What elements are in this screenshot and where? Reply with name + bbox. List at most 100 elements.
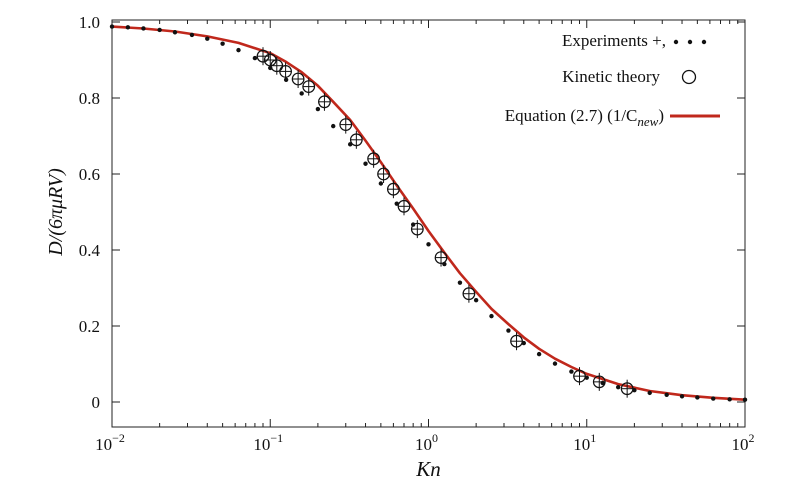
- y-tick-label: 0.4: [79, 241, 101, 260]
- experiment-point: [125, 25, 131, 30]
- experiment-point: [647, 390, 652, 396]
- y-tick-label: 0.6: [79, 165, 100, 184]
- x-tick-exponent: 0: [432, 431, 438, 445]
- kinetic-point: [291, 70, 305, 88]
- x-tick-base: 10: [415, 435, 432, 454]
- kinetic-point: [270, 56, 284, 75]
- x-tick-exponent: 2: [749, 431, 755, 445]
- kinetic-circle: [291, 72, 305, 86]
- experiment-point: [711, 396, 716, 401]
- kinetic-circle: [434, 251, 448, 265]
- x-tick-base: 10: [573, 435, 590, 454]
- experiment-point: [172, 30, 178, 35]
- experiment-point: [331, 123, 336, 129]
- x-tick-label: 102: [732, 431, 755, 454]
- kinetic-point: [573, 367, 586, 386]
- kinetic-circle: [410, 222, 424, 236]
- kinetic-circle: [302, 80, 316, 93]
- kinetic-point: [349, 130, 363, 149]
- kinetic-point: [592, 372, 606, 391]
- experiment-point: [506, 328, 511, 333]
- kinetic-circle: [462, 287, 476, 301]
- experiment-point: [664, 392, 669, 397]
- experiment-point: [109, 24, 115, 29]
- kinetic-circle: [592, 375, 606, 389]
- experiment-point: [157, 27, 162, 33]
- kinetic-circle: [318, 95, 331, 109]
- experiment-point: [205, 36, 210, 41]
- kinetic-circle: [349, 133, 363, 147]
- kinetic-point: [397, 197, 411, 216]
- kinetic-circle: [386, 182, 400, 196]
- x-tick-exponent: −2: [112, 431, 125, 445]
- x-tick-exponent: −1: [270, 431, 283, 445]
- experiment-point: [220, 41, 225, 46]
- kinetic-point: [386, 180, 400, 199]
- kinetic-circle: [397, 199, 411, 213]
- kinetic-circle: [279, 64, 292, 78]
- kinetic-circle: [377, 167, 390, 181]
- legend-label-experiments: Experiments +,: [562, 31, 666, 50]
- x-tick-label: 100: [415, 431, 438, 454]
- legend-equation-subscript: new: [637, 114, 658, 129]
- x-tick-base: 10: [732, 435, 749, 454]
- x-tick-label: 10−1: [253, 431, 283, 454]
- experiment-point: [283, 77, 289, 82]
- kinetic-circle: [620, 382, 634, 396]
- x-tick-label: 101: [573, 431, 596, 454]
- experiment-point: [141, 26, 146, 31]
- kinetic-point: [377, 165, 390, 183]
- experiment-point: [378, 181, 384, 186]
- legend: Experiments +, Kinetic theory Equation (2.…: [505, 31, 720, 129]
- y-tick-label: 0.2: [79, 317, 100, 336]
- legend-equation-main: Equation (2.7) (1/C: [505, 106, 638, 125]
- x-tick-base: 10: [95, 435, 112, 454]
- kinetic-point: [302, 77, 316, 96]
- experiment-point: [727, 397, 732, 402]
- experiment-point: [457, 280, 463, 285]
- kinetic-point: [339, 115, 353, 134]
- y-tick-label: 0.8: [79, 89, 100, 108]
- x-tick-label: 10−2: [95, 431, 125, 454]
- x-axis-label: Kn: [415, 457, 441, 481]
- kinetic-point: [510, 332, 523, 351]
- legend-marker-circle: [681, 69, 697, 85]
- legend-label-kinetic: Kinetic theory: [562, 67, 660, 86]
- experiment-point: [473, 297, 479, 303]
- kinetic-point: [434, 248, 448, 267]
- y-tick-label: 0: [92, 393, 101, 412]
- kinetic-circle: [367, 152, 381, 166]
- experiment-point: [426, 242, 431, 247]
- experiment-point: [536, 351, 542, 357]
- experiment-point: [236, 47, 241, 53]
- y-tick-label: 1.0: [79, 13, 100, 32]
- experiment-point: [363, 161, 368, 166]
- x-tick-base: 10: [253, 435, 270, 454]
- experiment-point: [742, 397, 748, 402]
- experiment-point: [299, 91, 304, 96]
- kinetic-point: [256, 47, 270, 66]
- experiment-point: [489, 313, 494, 319]
- experiment-point: [189, 32, 195, 38]
- experiment-point: [569, 369, 574, 374]
- experiment-point: [679, 394, 685, 399]
- legend-marker-dot: [687, 39, 693, 45]
- y-axis-label: D/(6πμRV): [45, 168, 67, 257]
- experiment-point: [552, 361, 558, 366]
- legend-marker-dot: [673, 39, 679, 45]
- kinetic-point: [318, 92, 331, 111]
- kinetic-point: [620, 379, 634, 398]
- legend-marker-dot: [701, 39, 707, 45]
- kinetic-circle: [573, 369, 586, 383]
- kinetic-point: [462, 284, 476, 303]
- kinetic-circle: [510, 334, 523, 348]
- x-tick-exponent: 1: [590, 431, 596, 445]
- experiment-point: [252, 55, 258, 61]
- kinetic-point: [410, 220, 424, 239]
- kinetic-point: [279, 62, 292, 81]
- kinetic-circle: [256, 49, 270, 63]
- legend-label-equation: Equation (2.7) (1/Cnew): [505, 106, 664, 129]
- experiment-point: [615, 384, 621, 390]
- kinetic-circle: [339, 118, 353, 131]
